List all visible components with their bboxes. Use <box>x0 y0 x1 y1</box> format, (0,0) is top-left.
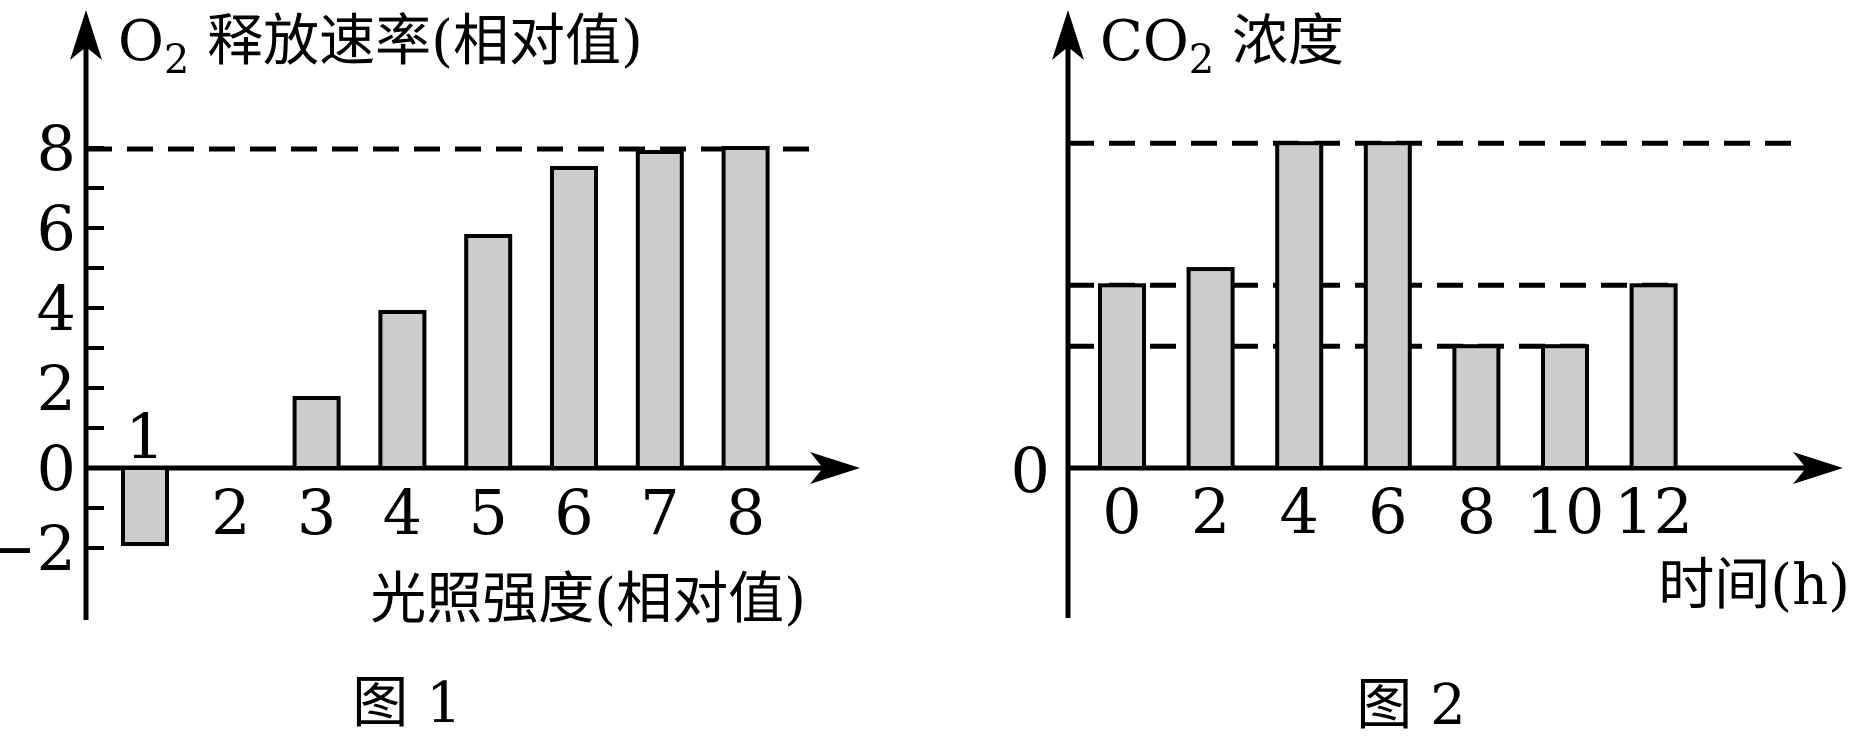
fig2-title: CO2 浓度 <box>1100 9 1344 83</box>
fig1-bar-x1 <box>121 466 169 546</box>
fig1-x-tick-label: 4 <box>383 476 422 549</box>
fig2-bar-t8 <box>1452 344 1501 471</box>
fig1-caption: 图 1 <box>352 671 461 736</box>
fig1-bar-x3 <box>292 396 341 470</box>
fig2-bar-t4 <box>1275 141 1324 470</box>
fig2-bar-t10 <box>1541 344 1589 471</box>
fig2-xaxis-label: 时间(h) <box>1658 553 1850 618</box>
fig2-x-axis-arrow-icon <box>1793 452 1843 484</box>
fig2-bar-t12 <box>1629 283 1678 470</box>
fig2-bar-t6 <box>1363 141 1412 470</box>
fig2-x-tick-label: 8 <box>1457 475 1496 548</box>
fig1-y-tick-label: 0 <box>37 432 76 505</box>
fig1-bar-x8 <box>721 146 770 470</box>
fig1-y-axis-arrow-icon <box>70 10 102 60</box>
fig1-y-tick-label: −2 <box>0 512 76 585</box>
fig1-y-tick-label: 6 <box>37 192 76 265</box>
fig1-xaxis-label: 光照强度(相对值) <box>370 567 806 632</box>
fig1-x-tick-label: 5 <box>468 476 507 549</box>
fig2-y-axis-arrow-icon <box>1052 10 1084 60</box>
fig2-x-tick-label: 6 <box>1368 475 1407 548</box>
fig1-x-tick-label: 2 <box>211 476 250 549</box>
fig1-title: O2 释放速率(相对值) <box>118 9 643 83</box>
fig1-bar-x5 <box>464 234 513 470</box>
fig1-bar-x7 <box>635 150 684 470</box>
fig1-bar-x6 <box>550 166 598 470</box>
fig1-y-tick-label: 4 <box>37 272 76 345</box>
fig1-x-tick-label: 7 <box>640 476 679 549</box>
fig1-x-tick-label: 6 <box>554 476 593 549</box>
fig2-x-tick-label: 0 <box>1102 475 1141 548</box>
fig1-y-tick-label: 8 <box>37 112 76 185</box>
fig2-bar-t0 <box>1098 283 1146 470</box>
fig1-bar-x4 <box>378 310 427 470</box>
fig2-x-tick-label: 10 <box>1526 475 1605 548</box>
fig1-x-tick-label: 1 <box>125 400 164 473</box>
fig2-bar-t2 <box>1186 267 1235 470</box>
fig1-y-tick-label: 2 <box>37 352 76 425</box>
fig2-caption: 图 2 <box>1356 673 1465 737</box>
fig2-x-tick-label: 4 <box>1279 475 1318 548</box>
fig1-x-tick-label: 8 <box>726 476 765 549</box>
fig2-x-tick-label: 2 <box>1191 475 1230 548</box>
fig2-x-tick-label: 12 <box>1614 475 1693 548</box>
fig1-x-axis-arrow-icon <box>810 452 860 484</box>
fig2-origin-label: 0 <box>1011 434 1050 507</box>
fig1-x-tick-label: 3 <box>297 476 336 549</box>
